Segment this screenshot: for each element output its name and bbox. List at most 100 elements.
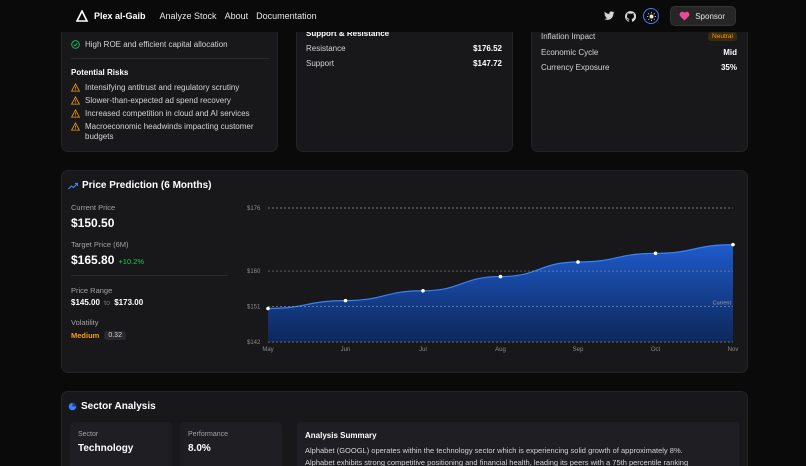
support-title: Support & Resistance xyxy=(306,29,390,38)
sector-label: Sector xyxy=(78,431,99,438)
target-price-value: $165.80 xyxy=(71,253,115,267)
macro-card: Inflation Impact Neutral Economic Cycle … xyxy=(531,10,748,152)
risks-list: Intensifying antitrust and regulatory sc… xyxy=(71,83,254,142)
theme-toggle-button[interactable] xyxy=(643,8,660,24)
x-tick-label: Oct xyxy=(651,347,661,353)
risks-title: Potential Risks xyxy=(71,68,129,77)
price-prediction-card: Price Prediction (6 Months) Current Pric… xyxy=(61,170,748,373)
strengths-risks-card: High ROE and efficient capital allocatio… xyxy=(61,10,278,152)
sponsor-button[interactable]: Sponsor xyxy=(670,6,736,26)
target-price-block: Target Price (6M) $165.80 +10.2% xyxy=(71,240,144,267)
risk-text-continued: budgets xyxy=(85,132,114,141)
nav-link-documentation[interactable]: Documentation xyxy=(256,11,317,21)
sector-header: Sector Analysis xyxy=(68,401,156,412)
list-item: Increased competition in cloud and AI se… xyxy=(71,109,254,119)
volatility-value: 0.32 xyxy=(104,331,126,340)
pie-chart-icon xyxy=(68,402,77,411)
sun-icon xyxy=(646,11,656,21)
sector-analysis-card: Sector Analysis Sector Technology Perfor… xyxy=(61,391,748,466)
data-point xyxy=(731,242,735,247)
inflation-badge: Neutral xyxy=(708,32,737,41)
current-price-value: $150.50 xyxy=(71,216,115,230)
sector-value: Technology xyxy=(78,443,134,454)
resistance-label: Resistance xyxy=(306,44,346,53)
volatility-label: Volatility xyxy=(71,318,99,327)
check-circle-icon xyxy=(71,40,80,49)
divider xyxy=(71,58,269,59)
currency-row: Currency Exposure 35% xyxy=(541,63,737,72)
prediction-header: Price Prediction (6 Months) xyxy=(68,180,211,191)
support-resistance-card: Support & Resistance Resistance $176.52 … xyxy=(296,10,513,152)
reference-line-label: Current xyxy=(713,301,732,307)
inflation-label: Inflation Impact xyxy=(541,32,596,41)
inflation-row: Inflation Impact Neutral xyxy=(541,32,737,41)
list-item: Intensifying antitrust and regulatory sc… xyxy=(71,83,254,93)
support-label: Support xyxy=(306,59,335,68)
summary-title: Analysis Summary xyxy=(305,431,377,440)
y-tick-label: $160 xyxy=(247,269,261,275)
warning-icon xyxy=(71,83,80,92)
cycle-value: Mid xyxy=(723,48,737,57)
x-tick-label: Aug xyxy=(495,347,506,353)
x-tick-label: Jul xyxy=(419,347,427,353)
data-point xyxy=(343,298,348,303)
strength-text: High ROE and efficient capital allocatio… xyxy=(85,40,228,49)
y-tick-label: $142 xyxy=(247,340,261,346)
performance-tile: Performance 8.0% xyxy=(180,422,282,466)
brand-name[interactable]: Plex al-Gaib xyxy=(94,11,146,21)
range-low: $145.00 xyxy=(71,298,100,307)
sector-title: Sector Analysis xyxy=(81,401,156,412)
performance-label: Performance xyxy=(188,431,229,438)
x-tick-label: Sep xyxy=(573,347,584,353)
volatility-block: Volatility Medium 0.32 xyxy=(71,318,126,340)
prediction-area xyxy=(268,244,733,342)
list-item: High ROE and efficient capital allocatio… xyxy=(71,40,228,50)
list-item: Macroeconomic headwinds impacting custom… xyxy=(71,122,254,142)
price-range-block: Price Range $145.00 to $173.00 xyxy=(71,286,143,307)
risk-text: Increased competition in cloud and AI se… xyxy=(85,109,250,118)
data-point xyxy=(498,274,503,279)
range-to: to xyxy=(104,300,110,307)
warning-icon xyxy=(71,109,80,118)
data-point xyxy=(576,260,580,264)
data-point xyxy=(421,288,425,293)
nav-link-about[interactable]: About xyxy=(224,11,249,21)
list-item: Slower-than-expected ad spend recovery xyxy=(71,96,254,106)
resistance-row: Resistance $176.52 xyxy=(306,44,502,53)
current-price-label: Current Price xyxy=(71,203,116,212)
analysis-summary: Analysis Summary Alphabet (GOOGL) operat… xyxy=(297,422,739,466)
logo-icon[interactable] xyxy=(76,10,90,22)
support-value: $147.72 xyxy=(473,59,502,68)
cycle-label: Economic Cycle xyxy=(541,48,599,57)
y-tick-label: $176 xyxy=(247,206,261,212)
heart-icon xyxy=(679,11,690,21)
price-range-label: Price Range xyxy=(71,286,113,295)
x-tick-label: Nov xyxy=(728,347,739,353)
warning-icon xyxy=(71,122,80,131)
risk-text: Macroeconomic headwinds impacting custom… xyxy=(85,122,254,131)
summary-line-1: Alphabet (GOOGL) operates within the tec… xyxy=(305,446,683,455)
x-tick-label: Jun xyxy=(341,347,351,353)
nav-link-analyze-stock[interactable]: Analyze Stock xyxy=(159,11,217,21)
warning-icon xyxy=(71,96,80,105)
data-point xyxy=(653,251,658,256)
divider xyxy=(71,275,228,276)
sector-tile: Sector Technology xyxy=(70,422,172,466)
x-tick-label: May xyxy=(262,347,273,353)
y-tick-label: $151 xyxy=(247,305,261,311)
performance-value: 8.0% xyxy=(188,443,211,454)
top-nav: Plex al-Gaib Analyze Stock About Documen… xyxy=(0,0,806,32)
target-price-label: Target Price (6M) xyxy=(71,240,129,249)
range-high: $173.00 xyxy=(114,298,144,307)
sponsor-label: Sponsor xyxy=(695,11,725,21)
target-change: +10.2% xyxy=(118,257,145,266)
github-icon[interactable] xyxy=(622,8,638,24)
twitter-icon[interactable] xyxy=(601,8,617,24)
prediction-title: Price Prediction (6 Months) xyxy=(82,180,212,191)
risk-text: Slower-than-expected ad spend recovery xyxy=(85,96,231,105)
currency-label: Currency Exposure xyxy=(541,63,610,72)
risk-text: Intensifying antitrust and regulatory sc… xyxy=(85,83,240,92)
data-point xyxy=(266,306,270,311)
currency-value: 35% xyxy=(720,63,737,72)
